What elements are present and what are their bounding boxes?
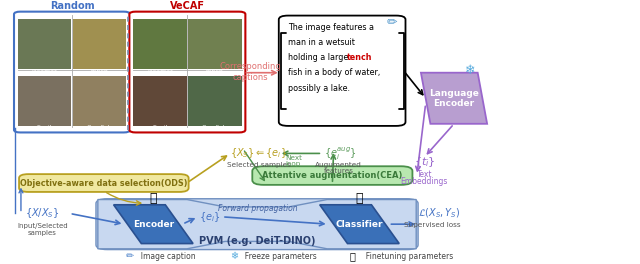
Bar: [18, 76, 72, 126]
Text: ❄: ❄: [230, 251, 238, 261]
Bar: [133, 19, 187, 69]
Text: Finetuning parameters: Finetuning parameters: [362, 252, 454, 261]
Polygon shape: [421, 73, 487, 124]
Text: loop: loop: [285, 161, 301, 167]
Bar: [188, 19, 241, 69]
Text: 🔥: 🔥: [150, 192, 157, 205]
Text: holding a large: holding a large: [288, 53, 351, 62]
Text: samples: samples: [28, 230, 57, 236]
Bar: [188, 76, 241, 126]
Text: possibly a lake.: possibly a lake.: [288, 84, 350, 93]
Text: $\{e_i\}$: $\{e_i\}$: [199, 210, 221, 224]
FancyBboxPatch shape: [252, 166, 412, 185]
Text: Text: Text: [417, 170, 432, 180]
FancyBboxPatch shape: [14, 12, 130, 133]
Text: Crayfish: Crayfish: [86, 125, 112, 130]
Text: The image features a: The image features a: [288, 23, 374, 32]
Text: Jacamar: Jacamar: [32, 69, 58, 74]
Text: Embeddings: Embeddings: [401, 177, 448, 186]
Text: Jacamar: Jacamar: [147, 69, 173, 74]
Polygon shape: [98, 200, 219, 249]
Text: VeCAF: VeCAF: [170, 1, 205, 11]
Text: tench: tench: [90, 69, 108, 74]
Text: fish in a body of water,: fish in a body of water,: [288, 68, 381, 77]
FancyBboxPatch shape: [96, 199, 418, 249]
Text: Image caption: Image caption: [136, 252, 195, 261]
Text: $\{t_i\}$: $\{t_i\}$: [413, 155, 435, 169]
Bar: [133, 76, 187, 126]
Text: Forward propagation: Forward propagation: [218, 205, 297, 214]
Text: tench: tench: [347, 53, 372, 62]
Text: $\{X/X_S\}$: $\{X/X_S\}$: [25, 206, 60, 220]
FancyBboxPatch shape: [19, 174, 189, 192]
Polygon shape: [114, 205, 193, 244]
Text: Language
Encoder: Language Encoder: [429, 88, 479, 108]
Text: $\mathcal{L}(X_S, Y_S)$: $\mathcal{L}(X_S, Y_S)$: [418, 206, 460, 220]
Text: ✏: ✏: [126, 251, 134, 261]
Text: $\{e_i^{aug}\}$: $\{e_i^{aug}\}$: [324, 145, 356, 162]
Text: features: features: [324, 168, 354, 174]
Text: $\{X_S\} \Leftarrow \{e_i\}$: $\{X_S\} \Leftarrow \{e_i\}$: [230, 147, 287, 160]
Text: Snail: Snail: [152, 125, 168, 130]
FancyBboxPatch shape: [279, 16, 406, 126]
Text: captions: captions: [232, 73, 268, 82]
Text: Objective-aware data selection(ODS): Objective-aware data selection(ODS): [20, 178, 188, 187]
Text: Supervised loss: Supervised loss: [404, 222, 460, 228]
Text: Freeze parameters: Freeze parameters: [240, 252, 316, 261]
Text: Attentive augmentation(CEA): Attentive augmentation(CEA): [262, 171, 403, 180]
Text: Next: Next: [285, 155, 302, 161]
Bar: [18, 19, 72, 69]
FancyBboxPatch shape: [129, 12, 245, 133]
Polygon shape: [320, 205, 399, 244]
Text: PVM (e.g. DeiT-DINO): PVM (e.g. DeiT-DINO): [199, 236, 316, 246]
Polygon shape: [98, 200, 416, 249]
Text: Selected samples: Selected samples: [227, 162, 291, 168]
Text: Random: Random: [50, 1, 94, 11]
Polygon shape: [295, 200, 416, 249]
Text: tench: tench: [206, 69, 224, 74]
Text: Augumented: Augumented: [316, 162, 362, 168]
Text: Classifier: Classifier: [336, 220, 383, 229]
Text: ❄: ❄: [465, 64, 475, 77]
Text: Corresponding: Corresponding: [220, 62, 282, 71]
Text: ✏: ✏: [387, 16, 397, 29]
Bar: [72, 19, 126, 69]
Text: Snail: Snail: [37, 125, 52, 130]
Bar: [72, 76, 126, 126]
Text: Encoder: Encoder: [132, 220, 174, 229]
Text: Input/Selected: Input/Selected: [17, 223, 68, 229]
Text: Crayfish: Crayfish: [202, 125, 228, 130]
Text: 🔥: 🔥: [356, 192, 364, 205]
Text: 🔥: 🔥: [350, 251, 356, 261]
Text: man in a wetsuit: man in a wetsuit: [288, 38, 355, 47]
